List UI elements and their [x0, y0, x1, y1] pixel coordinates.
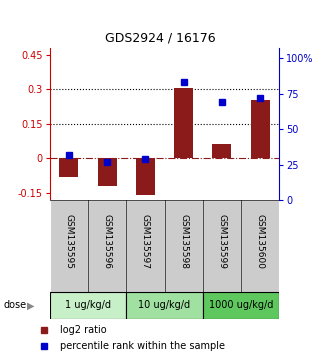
Bar [203, 200, 241, 292]
Bar [136, 159, 155, 195]
Text: GSM135596: GSM135596 [103, 214, 112, 269]
Bar [241, 200, 279, 292]
Bar [203, 292, 279, 319]
Bar [88, 200, 126, 292]
Text: dose: dose [3, 300, 26, 310]
Bar [50, 292, 126, 319]
Text: log2 ratio: log2 ratio [60, 325, 106, 335]
Text: 1000 ug/kg/d: 1000 ug/kg/d [209, 300, 273, 310]
Bar [126, 200, 164, 292]
Text: 1 ug/kg/d: 1 ug/kg/d [65, 300, 111, 310]
Text: GDS2924 / 16176: GDS2924 / 16176 [105, 31, 216, 44]
Bar [50, 200, 88, 292]
Text: ▶: ▶ [27, 300, 34, 310]
Text: percentile rank within the sample: percentile rank within the sample [60, 341, 225, 350]
Bar [212, 143, 231, 159]
Text: GSM135597: GSM135597 [141, 214, 150, 269]
Bar [251, 100, 270, 159]
Text: GSM135599: GSM135599 [217, 214, 226, 269]
Bar [174, 88, 193, 159]
Text: GSM135600: GSM135600 [256, 214, 265, 269]
Bar [59, 159, 78, 177]
Bar [126, 292, 203, 319]
Bar [164, 200, 203, 292]
Text: 10 ug/kg/d: 10 ug/kg/d [138, 300, 191, 310]
Text: GSM135598: GSM135598 [179, 214, 188, 269]
Text: GSM135595: GSM135595 [65, 214, 74, 269]
Bar [98, 159, 117, 186]
